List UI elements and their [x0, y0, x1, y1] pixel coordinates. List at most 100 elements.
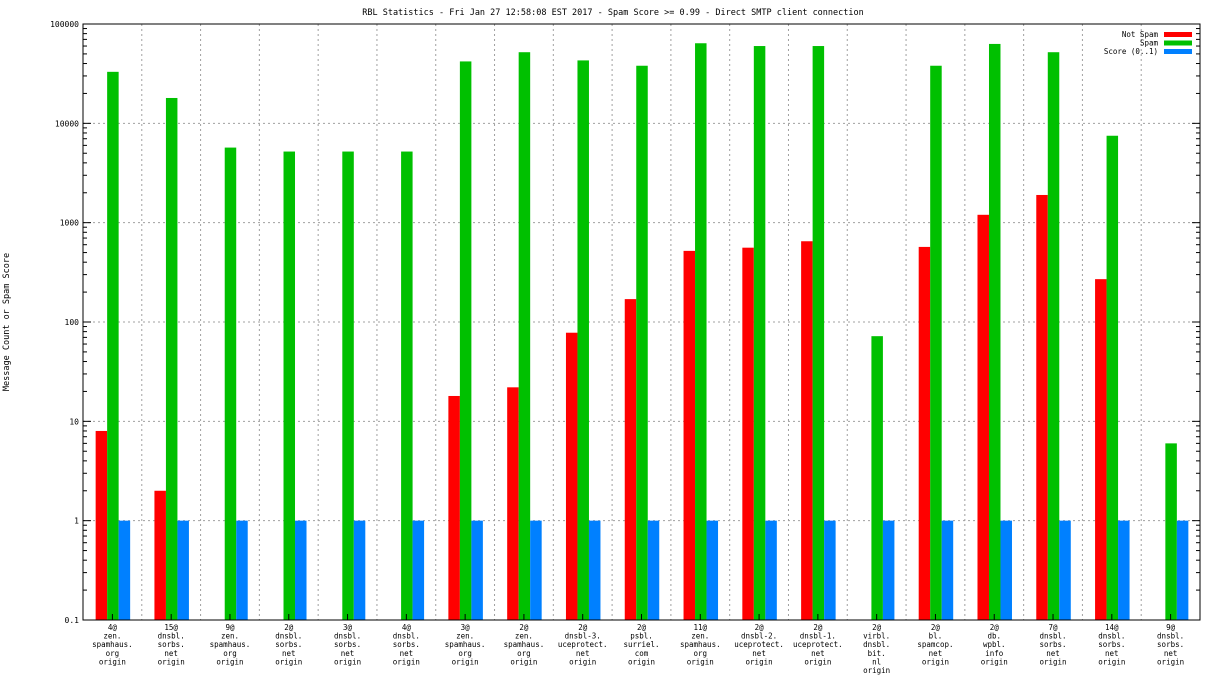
x-tick-label-3-4: origin	[275, 657, 302, 666]
x-tick-label-4-1: dnsbl.	[334, 632, 361, 641]
x-tick-label-13-0: 2@	[872, 623, 882, 632]
bar-spam-14	[930, 65, 942, 620]
x-tick-label-7-4: origin	[510, 657, 537, 666]
x-tick-label-3-0: 2@	[284, 623, 294, 632]
bar-spam-18	[1165, 443, 1177, 620]
x-tick-label-12-2: uceprotect.	[793, 640, 843, 649]
x-tick-label-14-2: spamcop.	[917, 640, 953, 649]
bar-score-0-1-4	[353, 520, 366, 620]
bar-score-0-1-6	[471, 520, 483, 620]
x-tick-label-12-0: 2@	[813, 623, 823, 632]
x-tick-label-12-3: net	[811, 649, 825, 658]
bar-score-0-1-5	[412, 520, 425, 620]
bar-not-spam-8	[565, 332, 578, 620]
x-tick-label-13-4: nl	[872, 657, 881, 666]
x-tick-label-1-0: 15@	[164, 623, 178, 632]
x-tick-label-4-3: net	[341, 649, 355, 658]
bar-score-0-1-8	[588, 520, 601, 620]
bar-spam-12	[812, 46, 825, 620]
x-tick-label-16-0: 7@	[1049, 623, 1059, 632]
bar-spam-4	[342, 151, 354, 620]
bar-spam-1	[165, 97, 178, 621]
bar-spam-7	[518, 52, 531, 621]
bar-score-0-1-15	[1000, 520, 1012, 620]
y-axis-label: Message Count or Spam Score	[2, 253, 12, 391]
x-tick-label-1-4: origin	[158, 657, 185, 666]
x-tick-label-11-3: net	[752, 649, 766, 658]
x-tick-label-8-0: 2@	[578, 623, 588, 632]
chart-title: RBL Statistics - Fri Jan 27 12:58:08 EST…	[362, 8, 864, 18]
x-tick-label-16-1: dnsbl.	[1039, 632, 1066, 641]
x-tick-label-13-1: virbl.	[863, 632, 890, 641]
x-tick-label-8-1: dnsbl-3.	[565, 632, 601, 641]
x-tick-label-6-0: 3@	[461, 623, 471, 632]
legend-swatch-1	[1164, 40, 1192, 46]
x-tick-label-15-2: wpbl.	[983, 640, 1006, 649]
x-tick-label-3-2: sorbs.	[275, 640, 302, 649]
x-tick-label-6-3: org	[458, 649, 472, 658]
x-tick-label-18-2: sorbs.	[1157, 640, 1184, 649]
x-tick-label-14-0: 2@	[931, 623, 941, 632]
x-tick-label-18-4: origin	[1157, 657, 1184, 666]
bar-not-spam-12	[801, 241, 813, 620]
bar-not-spam-9	[624, 299, 637, 620]
x-tick-label-4-2: sorbs.	[334, 640, 361, 649]
x-tick-label-1-3: net	[164, 649, 178, 658]
x-tick-label-14-3: net	[929, 649, 943, 658]
x-tick-label-13-2: dnsbl.	[863, 640, 890, 649]
bar-score-0-1-7	[530, 520, 542, 620]
y-tick-label-3: 100	[65, 318, 80, 327]
legend-swatch-2	[1164, 49, 1192, 54]
x-tick-label-6-2: spamhaus.	[445, 640, 486, 649]
bar-score-0-1-16	[1059, 520, 1071, 620]
x-tick-label-1-1: dnsbl.	[158, 632, 185, 641]
bar-not-spam-1	[154, 490, 166, 620]
x-tick-label-14-1: bl.	[929, 632, 943, 641]
x-tick-label-8-3: net	[576, 649, 590, 658]
x-tick-label-10-4: origin	[687, 657, 714, 666]
x-tick-label-3-3: net	[282, 649, 296, 658]
x-tick-label-17-0: 14@	[1105, 623, 1119, 632]
x-tick-label-14-4: origin	[922, 657, 949, 666]
x-tick-label-2-4: origin	[216, 657, 243, 666]
bar-spam-0	[107, 71, 119, 620]
bar-spam-11	[753, 46, 766, 620]
x-tick-label-16-3: net	[1046, 649, 1060, 658]
x-tick-label-2-0: 9@	[225, 623, 235, 632]
x-tick-label-15-3: info	[985, 649, 1004, 658]
grid-lines	[83, 24, 1200, 620]
x-tick-label-9-0: 2@	[637, 623, 647, 632]
x-tick-label-2-2: spamhaus.	[210, 640, 251, 649]
bar-score-0-1-17	[1118, 520, 1130, 620]
bar-score-0-1-10	[706, 520, 719, 620]
y-axis-ticks: 0.1 1 10 100 1000 10000 100000	[50, 20, 1200, 625]
x-tick-label-7-2: spamhaus.	[504, 640, 545, 649]
bar-spam-3	[283, 151, 296, 620]
x-tick-label-6-1: zen.	[456, 632, 474, 641]
bar-spam-16	[1047, 52, 1060, 621]
x-tick-label-8-2: uceprotect.	[558, 640, 608, 649]
x-tick-label-15-0: 2@	[990, 623, 1000, 632]
bar-score-0-1-0	[118, 520, 131, 620]
bar-not-spam-15	[977, 214, 989, 620]
x-tick-label-10-0: 11@	[694, 623, 708, 632]
x-tick-label-5-1: dnsbl.	[393, 632, 420, 641]
bar-not-spam-17	[1095, 279, 1107, 620]
x-tick-label-9-4: origin	[628, 657, 655, 666]
x-tick-label-10-1: zen.	[691, 632, 709, 641]
x-tick-label-0-0: 4@	[108, 623, 118, 632]
x-tick-label-5-4: origin	[393, 657, 420, 666]
x-tick-label-17-2: sorbs.	[1098, 640, 1125, 649]
x-tick-label-11-4: origin	[746, 657, 773, 666]
x-tick-label-5-3: net	[400, 649, 414, 658]
bar-score-0-1-11	[765, 520, 777, 620]
y-tick-label-5: 10000	[55, 119, 79, 128]
x-tick-label-12-1: dnsbl-1.	[800, 632, 836, 641]
y-tick-label-0: 0.1	[65, 616, 80, 625]
x-tick-label-4-4: origin	[334, 657, 361, 666]
bar-score-0-1-2	[236, 520, 248, 620]
bar-score-0-1-13	[882, 520, 895, 620]
x-tick-label-8-4: origin	[569, 657, 596, 666]
